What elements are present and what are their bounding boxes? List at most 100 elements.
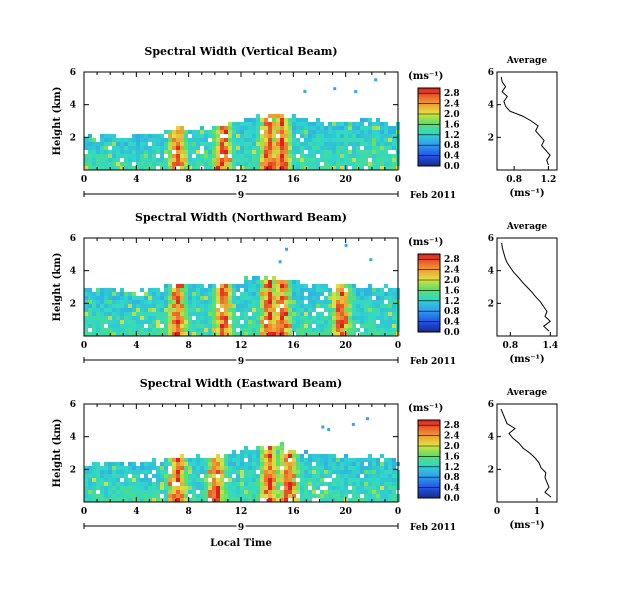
- heatmap-cell: [252, 118, 256, 122]
- heatmap-cell: [136, 486, 140, 490]
- heatmap-cell: [344, 328, 348, 332]
- heatmap-cell: [148, 486, 152, 490]
- heatmap-cell: [264, 304, 268, 308]
- heatmap-cell: [176, 138, 180, 142]
- heatmap-cell: [140, 324, 144, 328]
- heatmap-cell: [192, 292, 196, 296]
- heatmap-cell: [136, 320, 140, 324]
- heatmap-cell: [124, 312, 128, 316]
- heatmap-cell: [372, 478, 376, 482]
- heatmap-cell: [352, 466, 356, 470]
- heatmap-cell: [116, 166, 120, 170]
- heatmap-cell: [248, 328, 252, 332]
- heatmap-cell: [376, 118, 380, 122]
- heatmap-cell: [256, 284, 260, 288]
- heatmap-cell: [176, 134, 180, 138]
- heatmap-cell: [160, 292, 164, 296]
- panel-3: Spectral Width (Eastward Beam)0 4 8 12 16 20 0…: [52, 377, 558, 549]
- heatmap-cell: [156, 316, 160, 320]
- heatmap-cell: [220, 296, 224, 300]
- heatmap-cell: [372, 292, 376, 296]
- heatmap-cell: [216, 498, 220, 502]
- heatmap-cell: [248, 130, 252, 134]
- heatmap-cell: [144, 134, 148, 138]
- heatmap-cell: [112, 324, 116, 328]
- heatmap-cell: [376, 328, 380, 332]
- heatmap-cell: [320, 490, 324, 494]
- heatmap-cell: [236, 158, 240, 162]
- heatmap-cell: [144, 486, 148, 490]
- heatmap-cell: [272, 474, 276, 478]
- profile-title: Average: [506, 56, 547, 66]
- heatmap-cell: [268, 494, 272, 498]
- heatmap-cell: [192, 494, 196, 498]
- heatmap-cell: [356, 292, 360, 296]
- heatmap-cell: [268, 328, 272, 332]
- heatmap-cell: [356, 462, 360, 466]
- heatmap-cell: [252, 312, 256, 316]
- heatmap-cell: [252, 482, 256, 486]
- heatmap-cell: [112, 308, 116, 312]
- heatmap-cell: [240, 300, 244, 304]
- heatmap-cell: [288, 288, 292, 292]
- heatmap-cell: [368, 154, 372, 158]
- heatmap-cell: [168, 490, 172, 494]
- heatmap-cell: [220, 474, 224, 478]
- heatmap-cell: [328, 466, 332, 470]
- heatmap-cell: [376, 462, 380, 466]
- heatmap-cell: [220, 494, 224, 498]
- heatmap-cell: [304, 478, 308, 482]
- heatmap-cell: [368, 162, 372, 166]
- heatmap-cell: [276, 328, 280, 332]
- heatmap-cell: [224, 482, 228, 486]
- heatmap-cell: [296, 482, 300, 486]
- heatmap-cell: [308, 462, 312, 466]
- heatmap-cell: [232, 296, 236, 300]
- heatmap-cell: [240, 454, 244, 458]
- heatmap-cell: [176, 486, 180, 490]
- heatmap-cell: [340, 498, 344, 502]
- heatmap-cell: [216, 166, 220, 170]
- heatmap-cell: [332, 312, 336, 316]
- heatmap-cell: [332, 490, 336, 494]
- heatmap-cell: [220, 324, 224, 328]
- heatmap-cell: [340, 332, 344, 336]
- heatmap-cell: [324, 304, 328, 308]
- heatmap-cell: [360, 320, 364, 324]
- heatmap-cell: [260, 490, 264, 494]
- heatmap-cell: [228, 296, 232, 300]
- heatmap-cell: [88, 154, 92, 158]
- colorbar-tick-label: 0.8: [444, 307, 460, 317]
- heatmap-cell: [364, 304, 368, 308]
- heatmap-cell: [316, 324, 320, 328]
- heatmap-cell: [216, 154, 220, 158]
- heatmap-cell: [84, 320, 88, 324]
- heatmap-cell: [388, 332, 392, 336]
- heatmap-cell: [236, 470, 240, 474]
- heatmap-cell: [164, 474, 168, 478]
- heatmap-cell: [300, 332, 304, 336]
- heatmap-cell: [172, 324, 176, 328]
- heatmap-cell: [360, 324, 364, 328]
- heatmap-cell: [336, 328, 340, 332]
- heatmap-cell: [144, 146, 148, 150]
- heatmap-cell: [212, 288, 216, 292]
- heatmap-cell: [228, 486, 232, 490]
- heatmap-cell: [172, 458, 176, 462]
- heatmap-cell: [376, 138, 380, 142]
- heatmap-cell: [232, 466, 236, 470]
- heatmap-cell: [228, 126, 232, 130]
- y-tick-label: 2: [70, 465, 76, 475]
- heatmap-cell: [204, 150, 208, 154]
- heatmap-cell: [368, 316, 372, 320]
- heatmap-cell: [292, 494, 296, 498]
- heatmap-cell: [84, 316, 88, 320]
- heatmap-cell: [192, 288, 196, 292]
- heatmap-cell: [332, 300, 336, 304]
- heatmap-cell: [176, 478, 180, 482]
- heatmap-cell: [128, 292, 132, 296]
- heatmap-cell: [208, 482, 212, 486]
- heatmap-cell: [200, 320, 204, 324]
- heatmap-cell: [88, 316, 92, 320]
- heatmap-cell: [256, 494, 260, 498]
